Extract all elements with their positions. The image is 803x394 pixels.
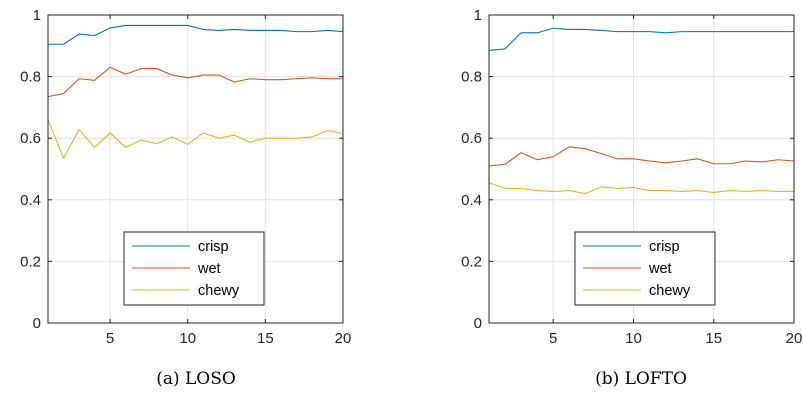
legend: crisp wet chewy [574, 231, 716, 306]
y-tick-label: 0 [474, 315, 482, 332]
series-line-crisp [488, 27, 794, 51]
y-tick-label: 1 [33, 7, 41, 24]
x-tick-label: 5 [106, 330, 114, 347]
plot-frame [488, 14, 795, 324]
legend: crisp wet chewy [123, 231, 265, 306]
y-tick-label: 1 [474, 7, 482, 24]
series-line-crisp [48, 24, 344, 45]
series-layer [47, 24, 344, 159]
y-tick-label: 0.4 [20, 192, 41, 209]
y-tick-label: 0.8 [461, 69, 482, 86]
y-tick-label: 0 [33, 315, 41, 332]
x-tick-label: 5 [549, 330, 557, 347]
chart-panel-loso: 5 10 15 20 0 0.2 0.4 0.6 0.8 1 crisp wet chewy (a) … [20, 7, 351, 389]
series-line-chewy [47, 119, 344, 159]
y-tick-label: 0.8 [20, 69, 41, 86]
x-tick-label: 20 [786, 330, 803, 347]
axis-ticks: 5 10 15 20 0 0.2 0.4 0.6 0.8 1 [20, 7, 351, 347]
y-tick-label: 0.2 [461, 253, 482, 270]
legend-label-chewy: chewy [649, 283, 691, 299]
x-tick-label: 15 [705, 330, 722, 347]
x-tick-label: 10 [625, 330, 642, 347]
x-tick-label: 20 [335, 330, 352, 347]
legend-label-crisp: crisp [198, 239, 229, 255]
x-tick-label: 10 [179, 330, 196, 347]
legend-label-crisp: crisp [649, 239, 680, 255]
series-line-chewy [488, 182, 794, 195]
plot-frame [47, 14, 344, 324]
y-tick-label: 0.2 [20, 253, 41, 270]
chart-panel-lofto: 5 10 15 20 0 0.2 0.4 0.6 0.8 1 crisp wet chewy (b) … [461, 7, 802, 389]
caption: (a) LOSO [156, 369, 236, 389]
x-tick-label: 15 [257, 330, 274, 347]
legend-label-wet: wet [197, 261, 221, 277]
legend-label-chewy: chewy [198, 283, 240, 299]
y-tick-label: 0.4 [461, 192, 482, 209]
caption: (b) LOFTO [595, 369, 687, 389]
y-tick-label: 0.6 [461, 130, 482, 147]
legend-label-wet: wet [648, 261, 672, 277]
series-line-wet [47, 66, 343, 98]
series-layer [488, 27, 795, 195]
series-line-wet [488, 146, 795, 167]
y-tick-label: 0.6 [20, 130, 41, 147]
axis-ticks: 5 10 15 20 0 0.2 0.4 0.6 0.8 1 [461, 7, 802, 347]
